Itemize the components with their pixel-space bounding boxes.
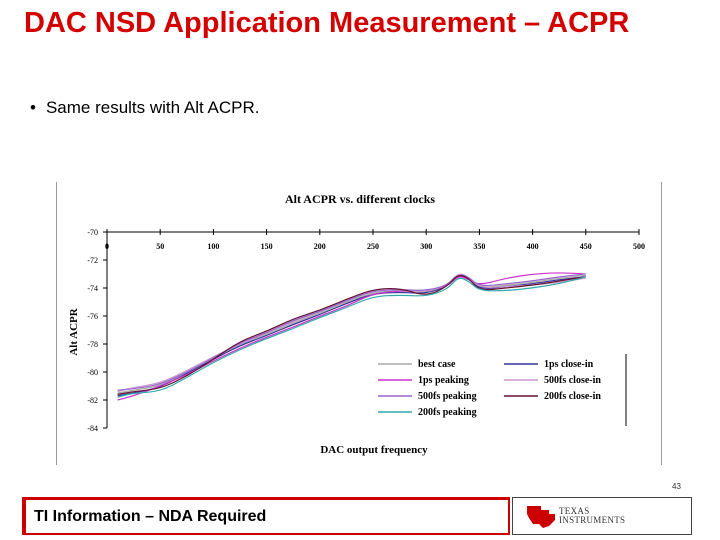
ti-logo: TEXAS INSTRUMENTS xyxy=(512,497,692,535)
chart-frame-right-line xyxy=(661,182,662,465)
y-tick-label: -78 xyxy=(87,340,98,349)
series-line-200fs-close-in xyxy=(117,274,586,395)
legend-label: 1ps close-in xyxy=(544,359,594,370)
y-tick-label: -80 xyxy=(87,368,98,377)
legend-label: 200fs peaking xyxy=(418,407,477,418)
y-tick-label: -72 xyxy=(87,256,98,265)
ti-logo-text: TEXAS INSTRUMENTS xyxy=(559,507,625,525)
x-tick-label: 0 xyxy=(105,242,109,251)
slide-title: DAC NSD Application Measurement – ACPR xyxy=(24,7,630,39)
x-tick-label: 300 xyxy=(420,242,432,251)
series-line-1ps-peaking xyxy=(117,272,586,401)
series-line-200fs-peaking xyxy=(117,276,586,398)
x-tick-label: 250 xyxy=(367,242,379,251)
x-tick-label: 450 xyxy=(580,242,592,251)
legend-label: 500fs close-in xyxy=(544,375,601,386)
page-number: 43 xyxy=(672,482,681,491)
bullet-dot-icon: • xyxy=(30,98,36,117)
x-axis-label: DAC output frequency xyxy=(320,444,428,456)
ti-logo-line2: INSTRUMENTS xyxy=(559,515,626,525)
y-tick-label: -76 xyxy=(87,312,98,321)
x-tick-label: 350 xyxy=(473,242,485,251)
legend-box xyxy=(378,352,626,426)
x-tick-label: 50 xyxy=(156,242,164,251)
legend-label: 1ps peaking xyxy=(418,375,469,386)
y-tick-label: -74 xyxy=(87,284,98,293)
ti-state-logo-icon xyxy=(527,506,555,528)
legend-label: best case xyxy=(418,359,456,370)
legend-label: 500fs peaking xyxy=(418,391,477,402)
y-axis-label: Alt ACPR xyxy=(68,307,80,355)
legend-label: 200fs close-in xyxy=(544,391,601,402)
y-tick-label: -82 xyxy=(87,396,98,405)
x-tick-label: 100 xyxy=(207,242,219,251)
x-tick-label: 500 xyxy=(633,242,645,251)
bullet-text: Same results with Alt ACPR. xyxy=(45,98,260,117)
ti-logo-line1: TEXAS xyxy=(559,506,590,516)
y-tick-label: -84 xyxy=(87,424,98,433)
x-tick-label: 200 xyxy=(314,242,326,251)
bullet-item: • Same results with Alt ACPR. xyxy=(30,98,259,118)
chart-title: Alt ACPR vs. different clocks xyxy=(285,192,435,206)
series-line-500fs-peaking xyxy=(117,273,586,391)
y-tick-label: -70 xyxy=(87,228,98,237)
footer-text: TI Information – NDA Required xyxy=(34,508,267,525)
footer-box: TI Information – NDA Required xyxy=(26,500,508,533)
chart-frame-left-line xyxy=(56,182,57,465)
x-tick-label: 150 xyxy=(261,242,273,251)
x-tick-label: 400 xyxy=(527,242,539,251)
